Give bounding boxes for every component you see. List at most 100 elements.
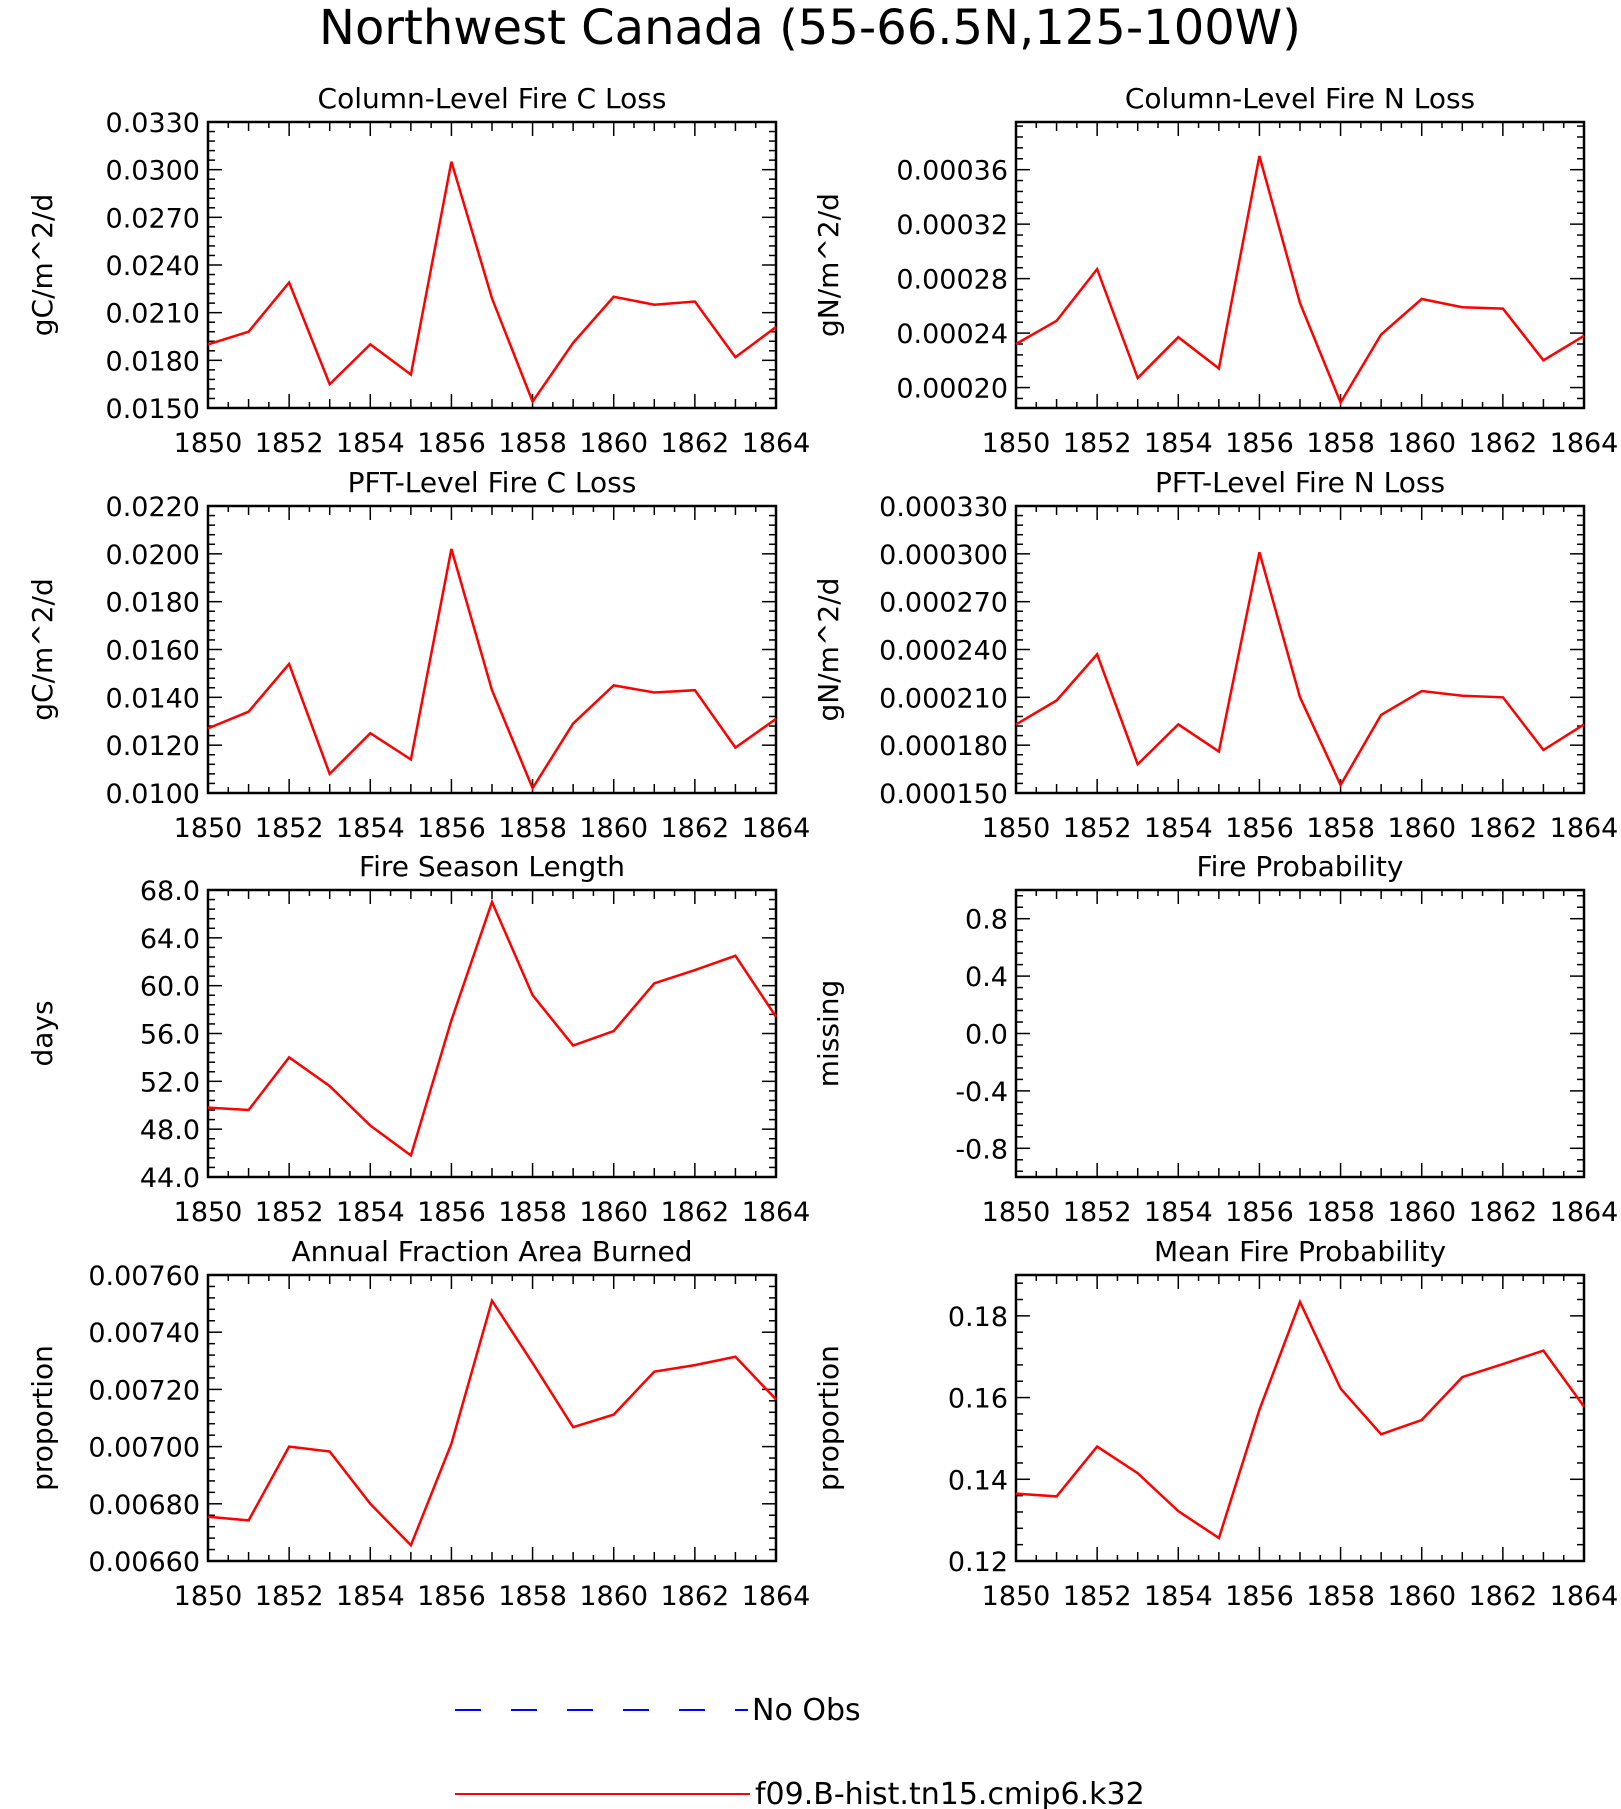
x-tick-label: 1862: [660, 1197, 729, 1228]
y-tick-label: 0.00700: [88, 1433, 200, 1464]
plot-frame: [206, 504, 778, 795]
y-tick-label: 0.00024: [896, 319, 1008, 350]
plot-frame: [1014, 504, 1586, 795]
legend: No Obs f09.B-hist.tn15.cmip6.k32: [455, 1693, 1145, 1809]
x-tick-label: 1862: [660, 428, 729, 459]
x-tick-label: 1852: [255, 1581, 324, 1612]
y-tick-label: 0.0150: [106, 394, 200, 425]
x-tick-label: 1860: [579, 813, 648, 844]
series-line: [1015, 1298, 1586, 1541]
y-axis-label: missing: [812, 980, 845, 1088]
panel-4: PFT-Level Fire N Loss 1850 1852 1854 1856 185…: [812, 466, 1618, 844]
y-axis-label: proportion: [812, 1345, 845, 1491]
panel-1: Column-Level Fire C Loss 1850 1852 1854 1856…: [26, 82, 810, 459]
plot-frame: [1014, 888, 1586, 1179]
y-tick-label: 0.0180: [106, 588, 200, 619]
y-tick-label: 0.000240: [879, 636, 1008, 667]
x-tick-label: 1850: [982, 813, 1051, 844]
x-tick-label: 1850: [174, 1197, 243, 1228]
x-tick-label: 1858: [498, 813, 567, 844]
y-tick-label: 0.0140: [106, 683, 200, 714]
x-tick-label: 1856: [1225, 813, 1294, 844]
panel-5: Fire Season Length 1850 1852 1854 1856 1858 18…: [26, 850, 810, 1228]
x-tick-label: 1852: [1063, 1581, 1132, 1612]
x-tick-label: 1854: [336, 428, 405, 459]
y-tick-label: 0.000210: [879, 683, 1008, 714]
y-axis-label: proportion: [26, 1345, 59, 1491]
y-tick-label: 0.00740: [88, 1318, 200, 1349]
x-tick-label: 1850: [982, 1197, 1051, 1228]
x-tick-label: 1860: [579, 1197, 648, 1228]
x-tick-label: 1860: [1387, 428, 1456, 459]
y-tick-label: 56.0: [140, 1020, 200, 1051]
y-tick-label: 0.16: [948, 1384, 1008, 1415]
y-tick-label: 0.00028: [896, 265, 1008, 296]
panel-title: PFT-Level Fire C Loss: [348, 466, 637, 499]
x-tick-label: 1860: [1387, 813, 1456, 844]
plot-frame: [1014, 120, 1586, 410]
y-tick-label: 0.0: [965, 1020, 1008, 1051]
x-tick-label: 1850: [982, 1581, 1051, 1612]
panel-7: Annual Fraction Area Burned 1850 1852 1854 1…: [26, 1235, 810, 1612]
x-tick-label: 1864: [1550, 428, 1619, 459]
x-tick-label: 1852: [1063, 1197, 1132, 1228]
x-tick-label: 1856: [1225, 1581, 1294, 1612]
y-tick-label: 0.0120: [106, 731, 200, 762]
panel-title: Fire Probability: [1197, 850, 1404, 883]
x-tick-label: 1856: [1225, 428, 1294, 459]
y-tick-label: 0.4: [965, 962, 1008, 993]
legend-obs-label: No Obs: [752, 1693, 861, 1728]
y-tick-label: 0.0240: [106, 251, 200, 282]
x-tick-label: 1864: [1550, 1197, 1619, 1228]
x-tick-label: 1854: [1144, 813, 1213, 844]
x-tick-label: 1856: [417, 1581, 486, 1612]
y-tick-label: 0.8: [965, 905, 1008, 936]
y-tick-label: 0.14: [948, 1465, 1008, 1496]
y-tick-label: 0.00680: [88, 1490, 200, 1521]
y-tick-label: 0.000180: [879, 731, 1008, 762]
y-tick-label: 52.0: [140, 1067, 200, 1098]
x-tick-label: 1858: [498, 428, 567, 459]
y-tick-label: 0.00720: [88, 1375, 200, 1406]
y-tick-label: 0.0220: [106, 492, 200, 523]
y-tick-label: 0.0160: [106, 636, 200, 667]
y-axis-label: gC/m^2/d: [26, 578, 59, 721]
x-tick-label: 1862: [660, 1581, 729, 1612]
y-tick-label: 0.00760: [88, 1261, 200, 1292]
y-tick-label: 0.0180: [106, 346, 200, 377]
y-tick-label: 0.12: [948, 1547, 1008, 1578]
y-tick-label: 48.0: [140, 1115, 200, 1146]
x-tick-label: 1860: [579, 428, 648, 459]
plot-frame: [206, 888, 778, 1179]
x-tick-label: 1864: [1550, 813, 1619, 844]
series-line: [207, 898, 778, 1158]
y-axis-label: gN/m^2/d: [812, 578, 845, 722]
x-tick-label: 1864: [742, 1581, 811, 1612]
panel-title: PFT-Level Fire N Loss: [1155, 466, 1445, 499]
x-tick-label: 1860: [579, 1581, 648, 1612]
x-tick-label: 1854: [336, 1197, 405, 1228]
y-tick-label: 0.000150: [879, 779, 1008, 810]
panel-title: Column-Level Fire C Loss: [318, 82, 667, 115]
y-tick-label: 0.0210: [106, 299, 200, 330]
y-tick-label: 0.00032: [896, 210, 1008, 241]
x-tick-label: 1858: [1306, 1197, 1375, 1228]
x-tick-label: 1854: [1144, 1197, 1213, 1228]
panel-8: Mean Fire Probability 1850 1852 1854 1856 185…: [812, 1235, 1618, 1612]
y-tick-label: 44.0: [140, 1163, 200, 1194]
y-tick-label: 0.00036: [896, 156, 1008, 187]
x-tick-label: 1862: [1468, 813, 1537, 844]
series-line: [207, 161, 777, 405]
y-tick-label: -0.8: [955, 1134, 1008, 1165]
y-tick-label: 0.0330: [106, 108, 200, 139]
legend-model-label: f09.B-hist.tn15.cmip6.k32: [755, 1777, 1145, 1809]
y-tick-label: 60.0: [140, 972, 200, 1003]
series-line: [1015, 551, 1585, 788]
panel-title: Annual Fraction Area Burned: [292, 1235, 693, 1268]
x-tick-label: 1858: [1306, 1581, 1375, 1612]
x-tick-label: 1860: [1387, 1581, 1456, 1612]
plot-frame: [206, 120, 778, 410]
y-axis-label: days: [26, 1000, 59, 1066]
panel-title: Mean Fire Probability: [1154, 1235, 1446, 1268]
